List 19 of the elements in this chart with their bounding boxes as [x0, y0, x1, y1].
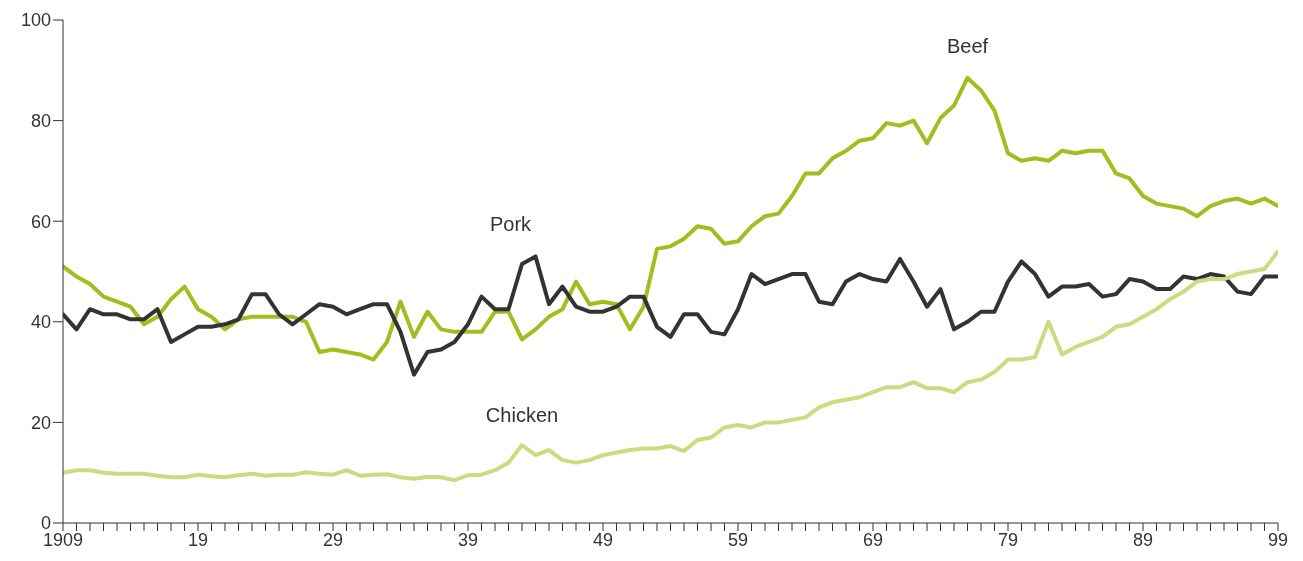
x-tick-label: 29	[322, 529, 344, 550]
series-label: Chicken	[485, 403, 559, 427]
series-label: Beef	[946, 34, 989, 58]
line-series	[63, 75, 1278, 362]
x-tick-label: 99	[1267, 529, 1289, 550]
x-tick-label: 19	[187, 529, 209, 550]
x-tick-label: 79	[997, 529, 1019, 550]
line-series	[63, 249, 1278, 483]
series-label: Pork	[489, 212, 532, 236]
x-tick-label: 59	[727, 529, 749, 550]
x-tick-label: 39	[457, 529, 479, 550]
y-tick-label: 40	[30, 312, 51, 333]
y-tick-label: 100	[20, 10, 51, 31]
y-tick-label: 20	[30, 412, 51, 433]
x-tick-label: 89	[1132, 529, 1154, 550]
y-tick-label: 80	[30, 110, 51, 131]
x-tick-label: 69	[862, 529, 884, 550]
x-tick-label: 49	[592, 529, 614, 550]
y-tick-label: 60	[30, 211, 51, 232]
